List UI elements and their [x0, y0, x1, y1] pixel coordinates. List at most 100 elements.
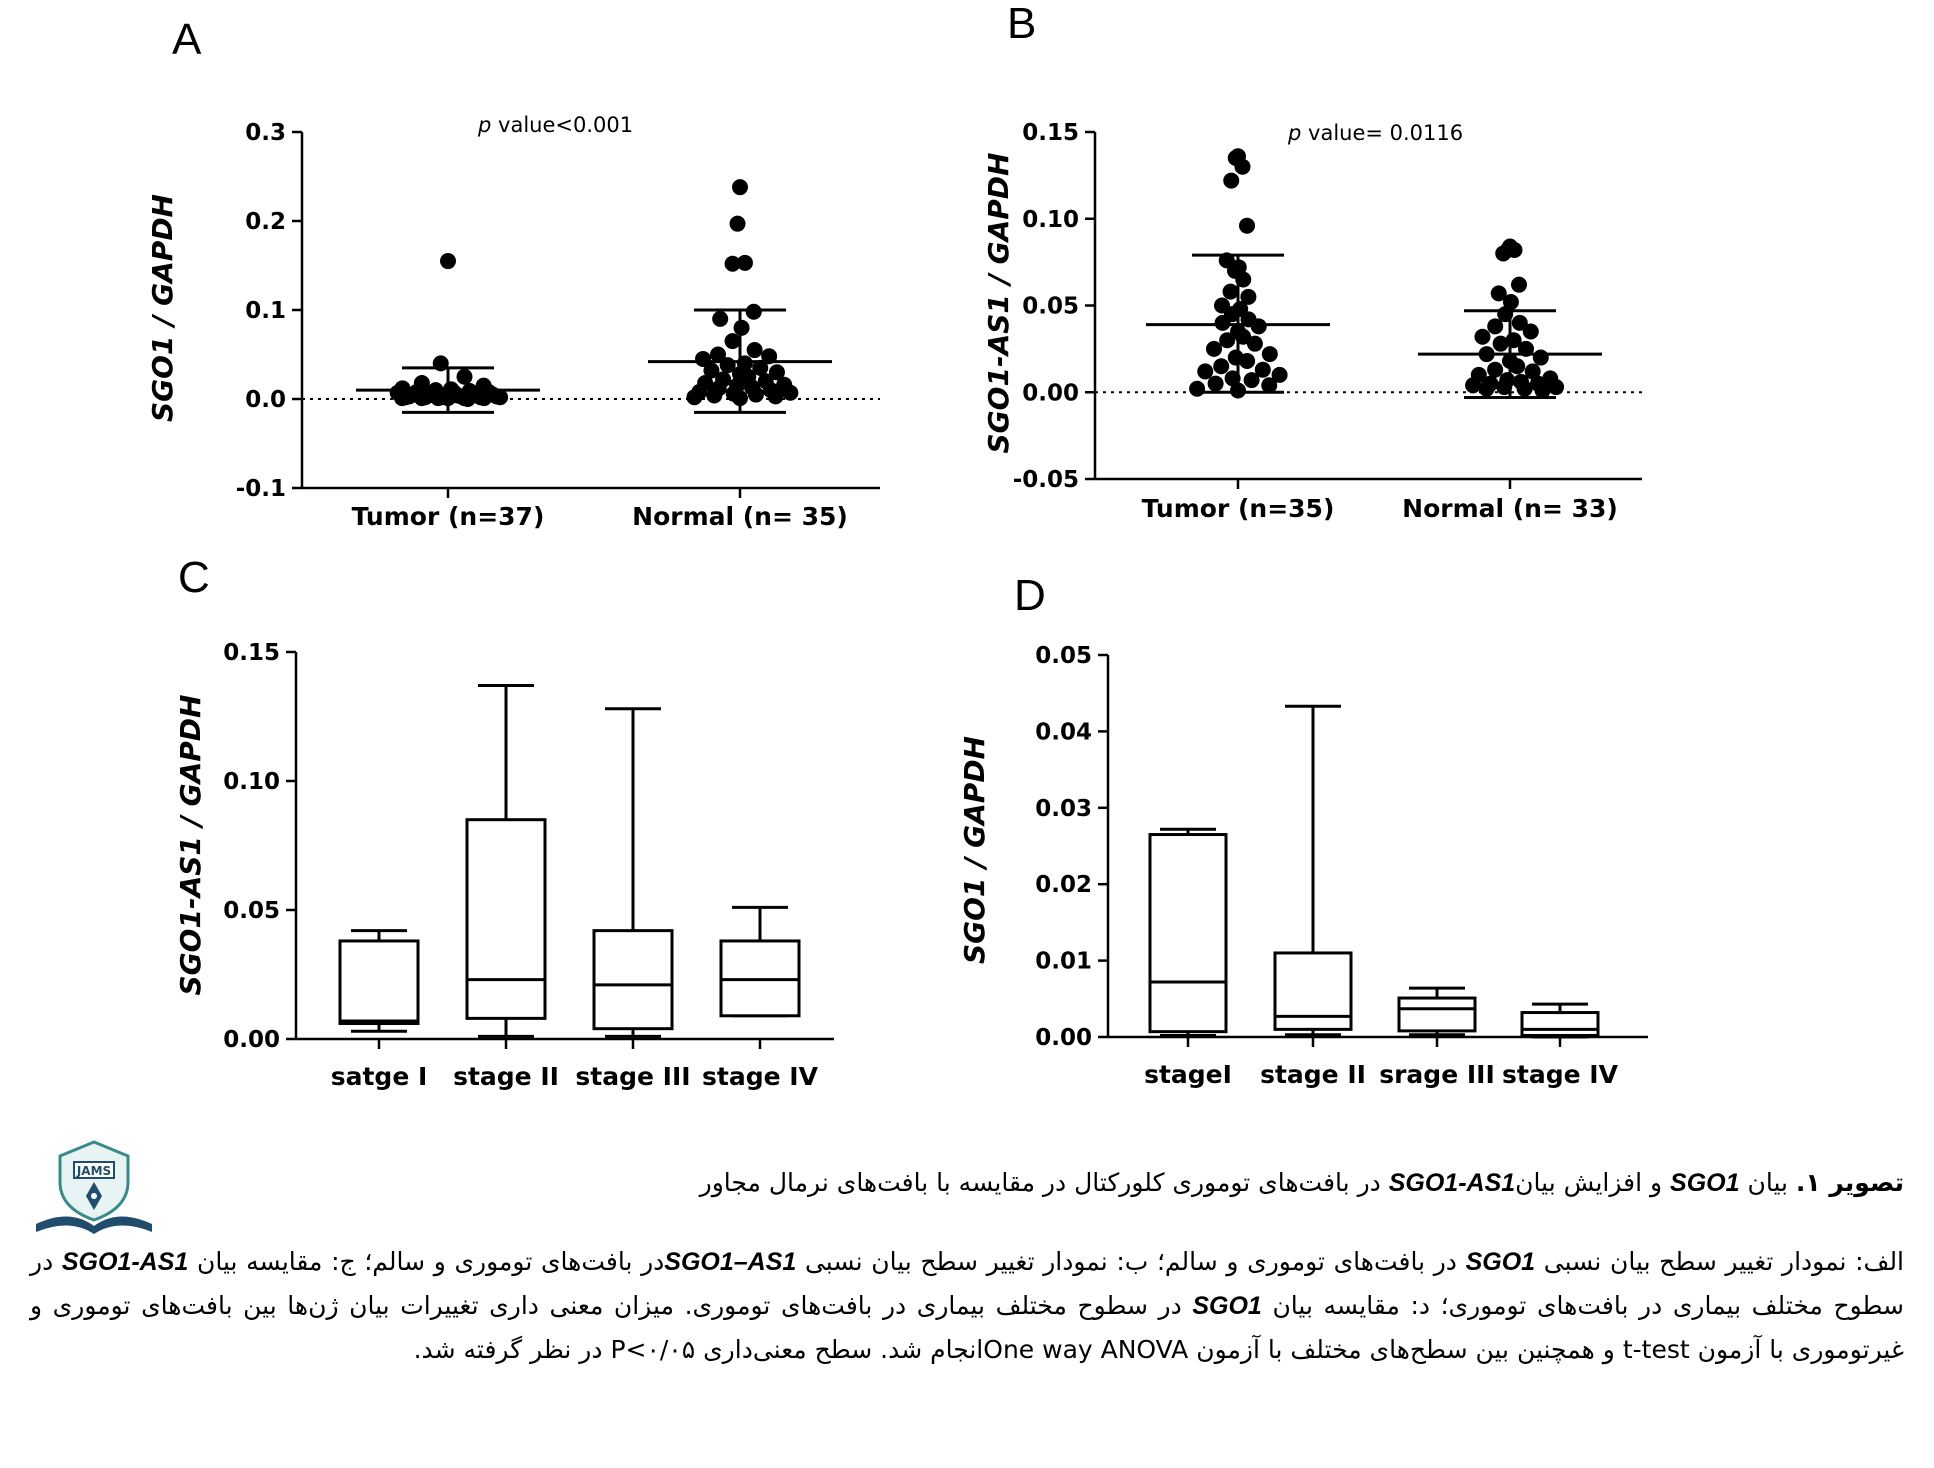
data-point	[732, 179, 748, 196]
data-point	[459, 391, 476, 407]
data-point	[1511, 276, 1527, 293]
p-value-annotation: p value<0.001	[477, 113, 633, 137]
caption-body-5: در سطوح مختلف بیماری در بافت‌های توموری.…	[30, 1291, 1904, 1364]
data-point	[1478, 380, 1495, 397]
data-point	[1246, 335, 1263, 352]
data-point	[1254, 361, 1271, 378]
p-value-annotation: p value= 0.0116	[1287, 121, 1463, 145]
data-point	[1243, 372, 1260, 389]
data-point	[1197, 363, 1214, 380]
y-tick-label: 0.2	[245, 209, 286, 235]
y-tick-label: 0.03	[1035, 796, 1092, 822]
caption-body-gene3: SGO1-AS1	[61, 1248, 189, 1276]
data-point	[724, 255, 741, 272]
x-tick-label: Normal (n= 33)	[1402, 494, 1618, 523]
panel-b-scatter-chart: -0.05 0.00 0.05 0.10 0.15 Tumor (n=35) Normal …	[982, 120, 1642, 523]
data-point	[1492, 335, 1509, 352]
x-tick-label: stage IV	[1502, 1060, 1619, 1089]
caption-body-gene1: SGO1	[1465, 1248, 1536, 1276]
panel-letter-c: C	[178, 553, 210, 602]
figure-caption-body: الف: نمودار تغییر سطح بیان نسبی SGO1 در …	[30, 1240, 1904, 1371]
y-tick-label: 0.15	[1022, 120, 1079, 146]
y-tick-label: 0.04	[1035, 719, 1092, 745]
data-point	[456, 368, 473, 385]
jams-logo: JAMS	[36, 1140, 152, 1234]
x-tick-label: srage III	[1379, 1060, 1495, 1089]
data-point	[1234, 158, 1251, 175]
data-point	[733, 319, 750, 336]
caption-body-anova: One way ANOVA	[983, 1335, 1189, 1364]
x-tick-label: stageI	[1144, 1060, 1232, 1089]
y-tick-label: 0.05	[223, 898, 280, 924]
caption-title-prefix: تصویر ۱.	[1795, 1168, 1904, 1197]
data-point	[1219, 332, 1236, 349]
data-point	[768, 364, 785, 381]
data-point	[1207, 375, 1224, 392]
data-point	[729, 215, 746, 232]
figure-caption-title: تصویر ۱. بیان SGO1 و افزایش بیانSGO1-AS1…	[204, 1168, 1904, 1198]
figure: A B C D -0.1 0.0 0.1 0.2 0.3 Tumor (n=37) Norm…	[146, 0, 1648, 1091]
caption-body-7: انجام شد. سطح معنی‌داری	[695, 1335, 984, 1364]
y-tick-label: -0.1	[236, 476, 286, 502]
data-point	[1261, 377, 1278, 394]
data-point	[1532, 349, 1549, 366]
y-axis-label: SGO1 / GAPDH	[146, 194, 179, 422]
y-tick-label: 0.10	[1022, 207, 1079, 233]
data-point	[1516, 380, 1533, 397]
caption-body-gene2: SGO1–AS1	[664, 1248, 797, 1276]
caption-title-part1: بیان	[1739, 1168, 1796, 1197]
data-point	[712, 310, 729, 327]
panel-letter-b: B	[1007, 0, 1036, 48]
panel-c-box-chart: 0.00 0.05 0.10 0.15 satge I stage II stage III…	[174, 640, 834, 1091]
box	[338, 939, 420, 1026]
caption-body-p: P<۰/۰۵	[610, 1335, 696, 1364]
x-tick-label: Tumor (n=37)	[352, 502, 545, 531]
y-tick-label: 0.15	[223, 640, 280, 666]
panel-letter-a: A	[172, 15, 202, 64]
data-point	[782, 384, 799, 401]
data-point	[706, 387, 723, 404]
data-point	[1223, 172, 1240, 189]
x-tick-label: Normal (n= 35)	[632, 502, 848, 531]
y-tick-label: 0.10	[223, 769, 280, 795]
data-point	[1509, 358, 1526, 375]
y-tick-label: 0.05	[1035, 643, 1092, 669]
y-tick-label: 0.1	[245, 298, 286, 324]
y-tick-label: -0.05	[1013, 467, 1079, 493]
box	[1273, 951, 1353, 1031]
caption-body-ttest: t-test	[1622, 1335, 1690, 1364]
data-point	[1222, 283, 1239, 300]
caption-body-1: الف: نمودار تغییر سطح بیان نسبی	[1535, 1247, 1905, 1276]
data-point	[430, 390, 447, 407]
data-point	[1522, 323, 1539, 340]
x-tick-label: stage IV	[702, 1062, 819, 1091]
data-point	[1261, 346, 1278, 363]
x-tick-label: stage III	[575, 1062, 690, 1091]
box	[1520, 1011, 1600, 1037]
y-axis-label: SGO1 / GAPDH	[958, 736, 991, 964]
box	[592, 929, 674, 1031]
data-point	[1189, 380, 1206, 397]
data-point	[1502, 294, 1519, 311]
y-tick-label: 0.00	[1022, 380, 1079, 406]
data-point	[1496, 379, 1513, 396]
data-point	[1487, 318, 1504, 335]
box	[465, 818, 547, 1020]
data-point	[1487, 361, 1504, 378]
y-tick-label: 0.02	[1035, 872, 1092, 898]
x-tick-label: stage II	[453, 1062, 559, 1091]
y-tick-label: 0.00	[223, 1027, 280, 1053]
caption-body-6: و همچنین بین سطح‌های مختلف با آزمون	[1188, 1335, 1623, 1364]
caption-title-part2: و افزایش بیان	[1515, 1168, 1671, 1197]
logo-text: JAMS	[76, 1164, 111, 1178]
data-point	[1240, 288, 1257, 305]
data-point	[746, 342, 763, 359]
y-axis-label: SGO1-AS1 / GAPDH	[174, 695, 207, 996]
data-point	[747, 386, 764, 403]
data-point	[1214, 314, 1231, 331]
p-value-p: p	[1287, 121, 1301, 145]
data-point	[686, 389, 703, 406]
data-point	[492, 389, 509, 406]
x-tick-label: Tumor (n=35)	[1142, 494, 1335, 523]
p-value-p: p	[477, 113, 491, 137]
